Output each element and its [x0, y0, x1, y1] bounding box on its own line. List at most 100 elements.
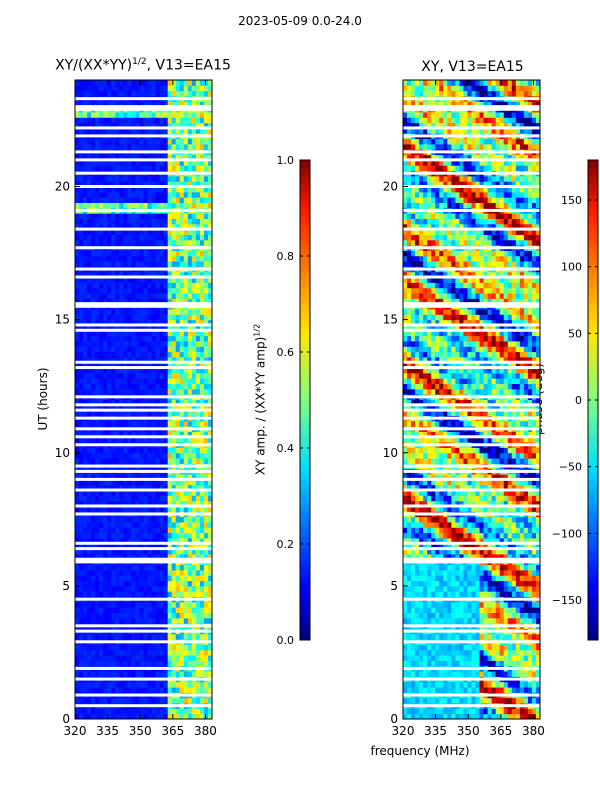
heatmap-cell	[155, 330, 161, 337]
heatmap-cell	[99, 399, 104, 406]
heatmap-cell	[187, 617, 193, 624]
heatmap-cell	[171, 569, 177, 576]
heatmap-cell	[151, 617, 157, 624]
heatmap-cell	[203, 378, 209, 385]
heatmap-cell	[147, 277, 153, 283]
heatmap-cell	[103, 404, 108, 411]
heatmap-cell	[207, 404, 212, 411]
heatmap-cell	[207, 410, 212, 416]
heatmap-cell	[171, 553, 177, 560]
heatmap-cell	[447, 607, 452, 613]
heatmap-cell	[143, 346, 149, 353]
heatmap-cell	[179, 378, 185, 385]
heatmap-cell	[119, 138, 124, 145]
flagged-gap	[75, 158, 212, 162]
heatmap-cell	[131, 117, 136, 124]
heatmap-cell	[83, 143, 88, 150]
heatmap-cell	[75, 484, 80, 491]
heatmap-cell	[187, 239, 193, 246]
heatmap-cell	[179, 223, 185, 230]
heatmap-cell	[103, 85, 108, 92]
heatmap-cell	[127, 175, 132, 182]
heatmap-cell	[207, 117, 212, 124]
heatmap-cell	[91, 138, 96, 145]
heatmap-cell	[95, 186, 100, 193]
heatmap-cell	[91, 495, 96, 502]
heatmap-cell	[199, 671, 205, 677]
heatmap-cell	[203, 255, 209, 262]
heatmap-cell	[199, 122, 205, 129]
heatmap-cell	[207, 399, 212, 406]
heatmap-cell	[183, 431, 189, 438]
heatmap-cell	[143, 117, 149, 124]
heatmap-cell	[507, 607, 513, 613]
heatmap-cell	[99, 644, 104, 651]
heatmap-cell	[135, 165, 140, 172]
heatmap-cell	[183, 308, 189, 315]
heatmap-cell	[447, 585, 452, 592]
heatmap-cell	[159, 186, 165, 193]
heatmap-cell	[187, 388, 193, 395]
heatmap-cell	[83, 335, 88, 342]
heatmap-cell	[447, 671, 452, 677]
heatmap-cell	[75, 713, 80, 719]
heatmap-cell	[151, 255, 157, 262]
heatmap-cell	[195, 532, 201, 539]
heatmap-cell	[419, 585, 424, 592]
heatmap-cell	[207, 314, 212, 321]
heatmap-cell	[139, 202, 144, 209]
heatmap-cell	[115, 681, 120, 688]
heatmap-cell	[407, 644, 412, 651]
heatmap-cell	[87, 649, 92, 656]
heatmap-cell	[199, 85, 205, 92]
heatmap-cell	[155, 532, 161, 539]
heatmap-cell	[187, 420, 193, 427]
heatmap-cell	[511, 644, 517, 651]
heatmap-cell	[491, 633, 497, 640]
heatmap-cell	[183, 186, 189, 193]
heatmap-cell	[175, 532, 181, 539]
heatmap-cell	[79, 697, 84, 704]
heatmap-cell	[127, 527, 132, 534]
heatmap-cell	[419, 644, 424, 651]
flagged-gap	[75, 629, 212, 633]
heatmap-cell	[131, 548, 136, 555]
heatmap-cell	[415, 687, 420, 693]
heatmap-cell	[143, 298, 149, 305]
heatmap-cell	[87, 319, 92, 326]
heatmap-cell	[175, 681, 181, 688]
heatmap-cell	[143, 458, 149, 464]
heatmap-cell	[147, 117, 153, 124]
heatmap-cell	[155, 335, 161, 342]
heatmap-cell	[155, 298, 161, 305]
heatmap-cell	[155, 277, 161, 283]
heatmap-cell	[99, 159, 104, 166]
heatmap-cell	[203, 308, 209, 315]
heatmap-cell	[199, 474, 205, 480]
heatmap-cell	[203, 122, 209, 129]
heatmap-cell	[159, 351, 165, 358]
heatmap-cell	[163, 543, 169, 550]
heatmap-cell	[167, 277, 173, 283]
heatmap-cell	[135, 607, 140, 613]
heatmap-cell	[119, 287, 124, 294]
heatmap-cell	[139, 532, 144, 539]
heatmap-cell	[199, 261, 205, 267]
heatmap-cell	[159, 388, 165, 395]
heatmap-cell	[115, 191, 120, 198]
heatmap-cell	[203, 708, 209, 715]
heatmap-cell	[127, 532, 132, 539]
heatmap-cell	[103, 367, 108, 374]
heatmap-cell	[139, 255, 144, 262]
heatmap-cell	[119, 367, 124, 374]
heatmap-cell	[463, 697, 468, 704]
heatmap-cell	[99, 452, 104, 459]
heatmap-cell	[75, 250, 80, 257]
heatmap-cell	[179, 410, 185, 416]
heatmap-cell	[171, 340, 177, 347]
heatmap-cell	[95, 388, 100, 395]
heatmap-cell	[95, 372, 100, 379]
heatmap-cell	[171, 90, 177, 97]
heatmap-cell	[195, 575, 201, 582]
heatmap-cell	[107, 410, 112, 416]
